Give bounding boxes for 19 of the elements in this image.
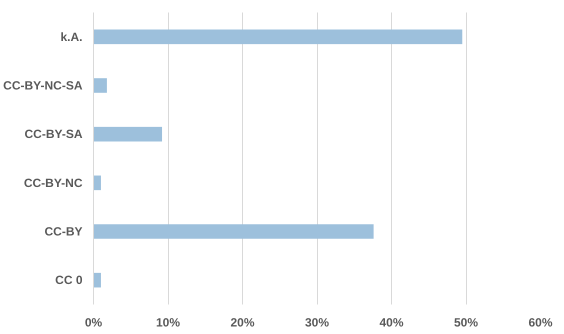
- bar: [94, 126, 162, 142]
- bar: [94, 176, 101, 190]
- bar: [94, 272, 101, 288]
- y-tick-label: k.A.: [60, 30, 83, 44]
- x-tick-label: 40%: [379, 316, 404, 330]
- x-tick-label: 30%: [304, 316, 330, 330]
- bar: [94, 224, 374, 239]
- x-tick-label: 50%: [454, 316, 478, 330]
- x-tick-label: 60%: [528, 316, 553, 330]
- y-tick-label: CC 0: [55, 273, 83, 288]
- y-tick-label: CC-BY-NC: [24, 176, 83, 190]
- y-tick-label: CC-BY-SA: [24, 127, 83, 142]
- y-tick-label: CC-BY: [44, 224, 82, 238]
- bar: [94, 78, 107, 93]
- bar: [94, 30, 462, 44]
- x-tick-label: 10%: [156, 316, 180, 330]
- x-tick-label: 0%: [84, 316, 102, 330]
- y-tick-label: CC-BY-NC-SA: [3, 78, 83, 92]
- x-tick-label: 20%: [230, 316, 255, 330]
